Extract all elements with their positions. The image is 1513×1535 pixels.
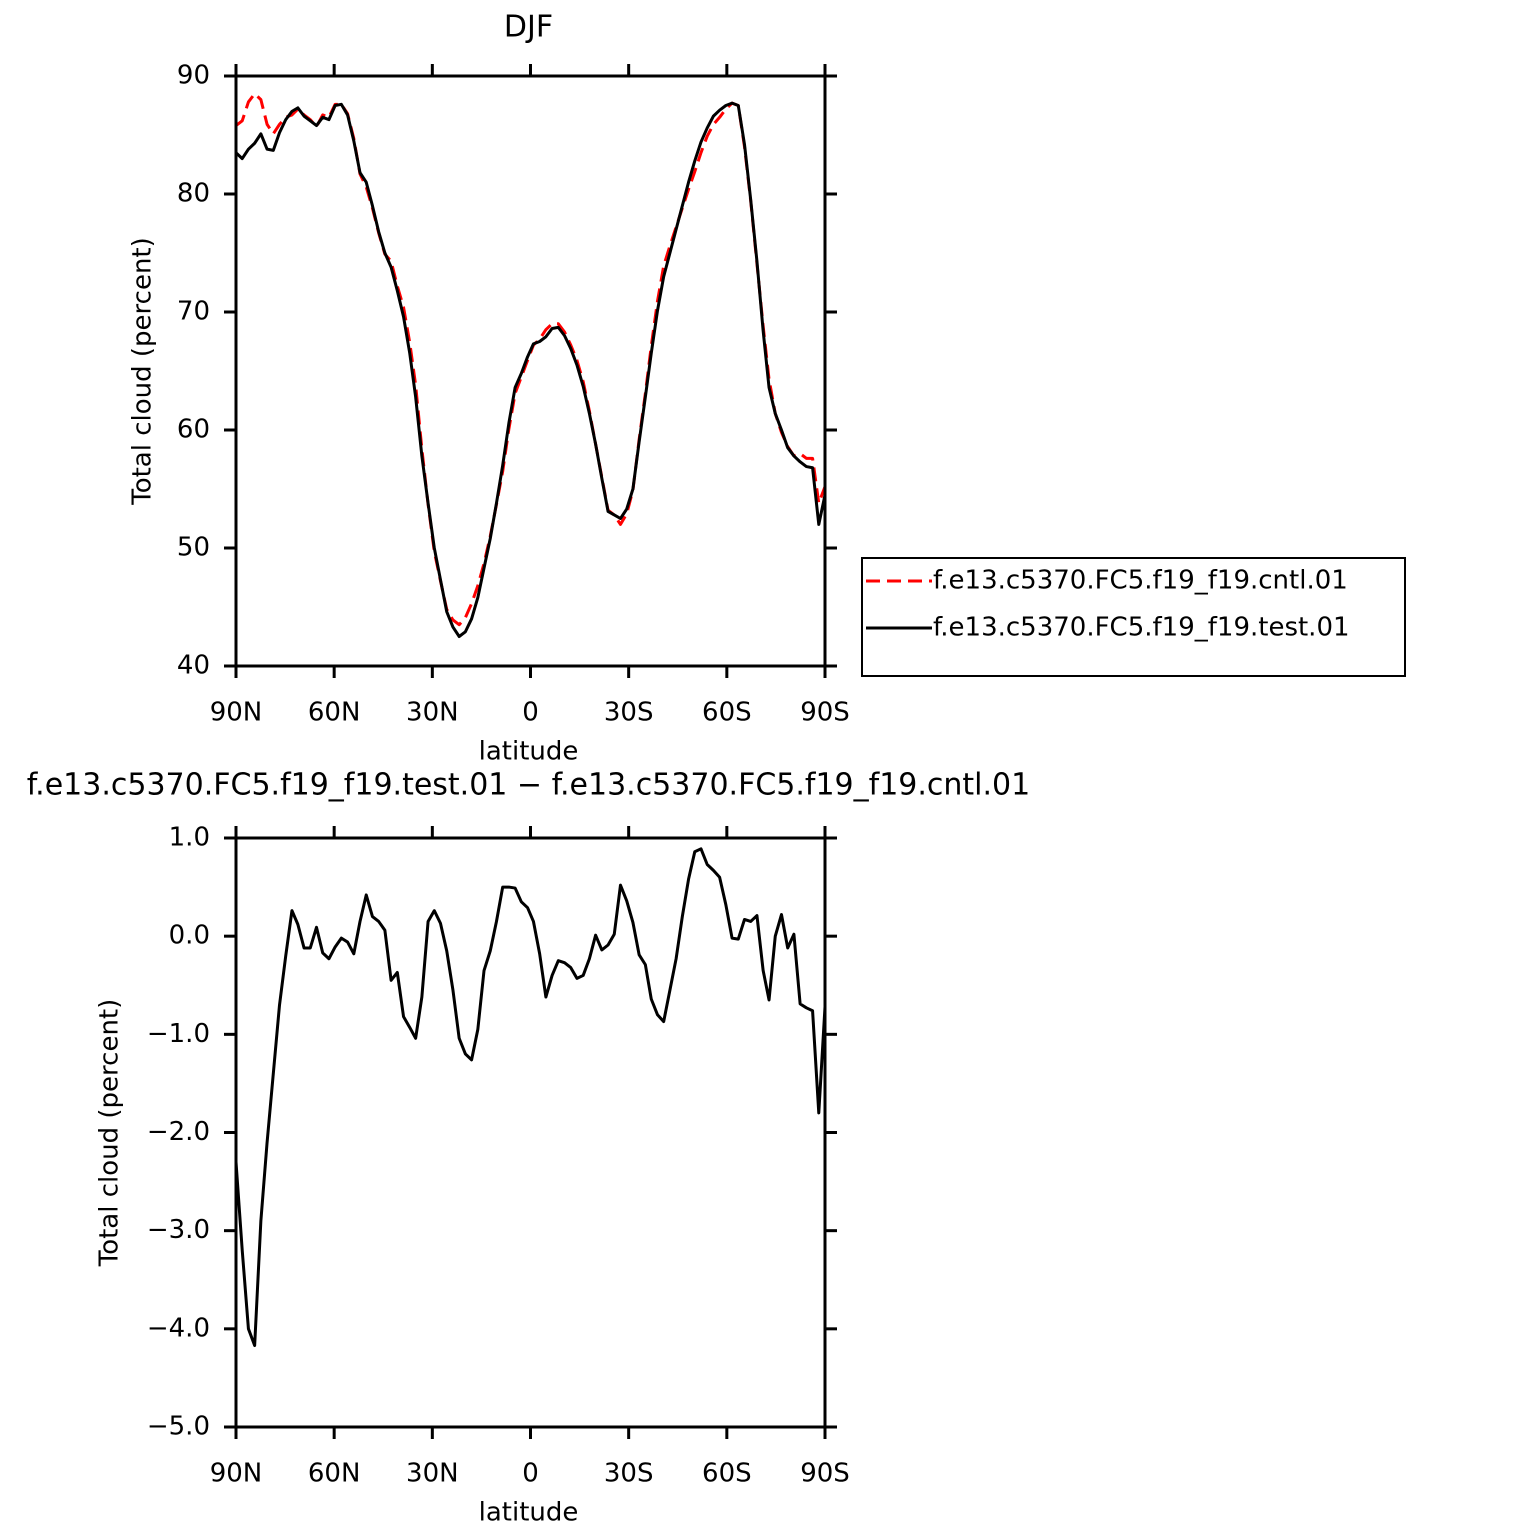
x-tick-label: 30S <box>604 1459 654 1489</box>
y-tick-label: −5.0 <box>147 1412 210 1442</box>
x-tick-label: 60S <box>702 1459 752 1489</box>
x-tick-label: 60S <box>702 698 752 728</box>
x-tick-label: 90S <box>800 698 850 728</box>
chart-title: DJF <box>504 10 553 45</box>
x-tick-label: 90S <box>800 1459 850 1489</box>
y-tick-label: 1.0 <box>169 823 210 853</box>
y-axis-label: Total cloud (percent) <box>95 999 125 1268</box>
y-tick-label: 0.0 <box>169 921 210 951</box>
y-tick-label: −2.0 <box>147 1117 210 1147</box>
x-axis-label: latitude <box>479 737 579 767</box>
x-tick-label: 0 <box>522 698 539 728</box>
x-tick-label: 30S <box>604 698 654 728</box>
x-tick-label: 90N <box>210 1459 263 1489</box>
plot-frame <box>234 74 827 668</box>
y-tick-label: 40 <box>177 651 210 681</box>
x-tick-label: 90N <box>210 698 263 728</box>
y-tick-label: 60 <box>177 415 210 445</box>
y-tick-label: −3.0 <box>147 1215 210 1245</box>
data-line <box>234 847 827 1348</box>
plot-frame <box>234 836 827 1429</box>
chart-title: f.e13.c5370.FC5.f19_f19.test.01 − f.e13.… <box>27 768 1030 803</box>
y-tick-label: −1.0 <box>147 1019 210 1049</box>
x-tick-label: 0 <box>522 1459 539 1489</box>
x-tick-label: 60N <box>308 1459 361 1489</box>
legend-label: f.e13.c5370.FC5.f19_f19.test.01 <box>933 613 1350 643</box>
x-tick-label: 60N <box>308 698 361 728</box>
x-tick-label: 30N <box>406 698 459 728</box>
data-line <box>235 92 827 627</box>
x-tick-label: 30N <box>406 1459 459 1489</box>
y-tick-label: 80 <box>177 179 210 209</box>
legend-label: f.e13.c5370.FC5.f19_f19.cntl.01 <box>933 566 1348 596</box>
y-axis-label: Total cloud (percent) <box>128 237 158 506</box>
legend-box <box>861 557 1406 677</box>
y-tick-label: 50 <box>177 533 210 563</box>
x-axis-label: latitude <box>479 1498 579 1528</box>
data-line <box>234 101 827 638</box>
y-tick-label: 90 <box>177 61 210 91</box>
y-tick-label: −4.0 <box>147 1313 210 1343</box>
y-tick-label: 70 <box>177 297 210 327</box>
